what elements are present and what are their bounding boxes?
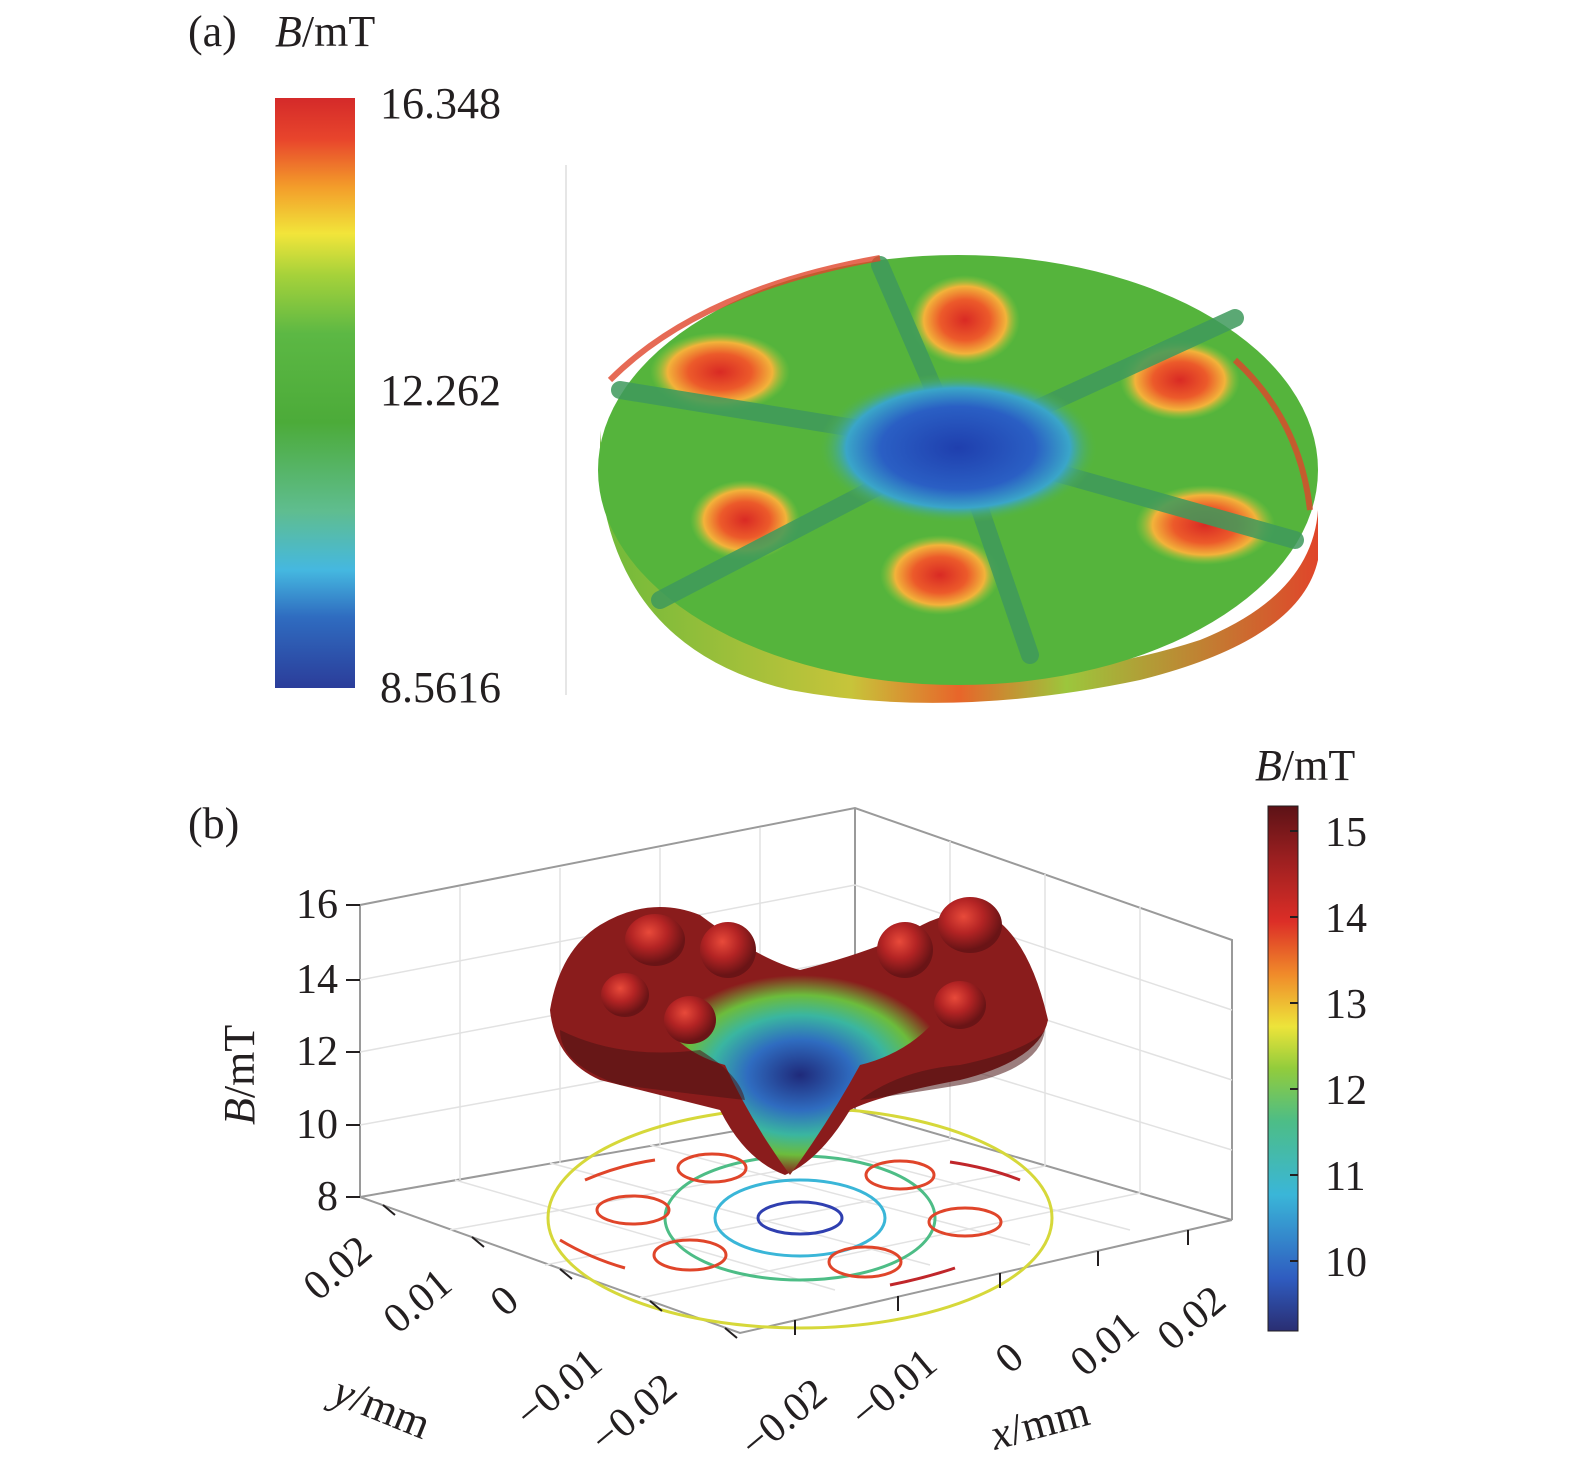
hot-spot <box>910 275 1020 365</box>
panel-a-colorbar-min: 8.5616 <box>380 663 501 712</box>
x-tick-label: −0.01 <box>842 1340 946 1438</box>
contour-line <box>889 1266 956 1287</box>
panel-a-colorbar-title: B/mT <box>275 7 375 56</box>
magnet-disk <box>598 255 1318 703</box>
contour-line <box>756 1200 844 1236</box>
panel-b-colorbar-ticks <box>1290 830 1298 1262</box>
z-axis: 16 14 12 10 8 B/mT <box>215 882 360 1220</box>
rim-highlight <box>1232 357 1313 511</box>
surface-peak <box>664 996 716 1044</box>
x-tick-label: 0.02 <box>1149 1277 1235 1359</box>
disk-center <box>818 373 1098 523</box>
panel-a-label: (a) <box>188 7 237 56</box>
rim-highlight <box>607 255 881 383</box>
contour-line <box>927 1206 1003 1238</box>
contour-line <box>864 1159 936 1191</box>
contour-line <box>584 1158 656 1182</box>
contour-line <box>595 1194 671 1226</box>
surface-peak <box>601 973 649 1017</box>
z-tick-label: 12 <box>296 1029 338 1075</box>
contour-line <box>827 1245 903 1279</box>
panel-a-colorbar-max: 16.348 <box>380 79 501 128</box>
surface-shadow <box>860 1030 1045 1100</box>
panel-b-colorbar-tick: 10 <box>1325 1240 1367 1286</box>
panel-b-colorbar-tick: 14 <box>1325 896 1367 942</box>
surface-peak <box>700 922 756 978</box>
panel-b-label: (b) <box>188 799 239 848</box>
panel-b-colorbar-tick: 15 <box>1325 810 1367 856</box>
z-tick-label: 16 <box>296 882 338 928</box>
hot-spot <box>880 535 1000 615</box>
z-tick-label: 10 <box>296 1102 338 1148</box>
panel-b-colorbar-tick: 12 <box>1325 1068 1367 1114</box>
y-tick-label: 0.02 <box>295 1227 381 1309</box>
x-tick-label: 0.01 <box>1062 1303 1148 1385</box>
contour-line <box>663 1154 937 1282</box>
surface-plot <box>550 897 1048 1175</box>
x-axis-title: x/mm <box>984 1386 1094 1460</box>
y-axis-title: y/mm <box>323 1364 438 1448</box>
z-axis-title: B/mT <box>215 1025 264 1125</box>
x-tick-label: 0 <box>987 1334 1033 1383</box>
z-tick-label: 14 <box>296 957 338 1003</box>
x-axis: −0.02 −0.01 0 0.01 0.02 x/mm <box>732 1230 1235 1468</box>
y-tick-label: 0 <box>482 1277 528 1326</box>
z-tick-label: 8 <box>317 1174 338 1220</box>
panel-b-colorbar-tick: 11 <box>1325 1154 1365 1200</box>
panel-b-colorbar-tick: 13 <box>1325 982 1367 1028</box>
contour-line <box>652 1238 728 1272</box>
surface-peak <box>625 914 685 966</box>
panel-b-colorbar-title: B/mT <box>1255 741 1355 790</box>
surface-peak <box>938 897 1002 953</box>
panel-a-colorbar <box>275 98 355 688</box>
contour-line <box>949 1160 1021 1182</box>
contour-line <box>713 1178 887 1258</box>
surface-well <box>650 975 950 1175</box>
surface-peak <box>934 981 986 1029</box>
surface-peak <box>877 922 933 978</box>
panel-a-colorbar-mid: 12.262 <box>380 366 501 415</box>
contour-line <box>676 1152 748 1184</box>
x-tick-label: −0.02 <box>732 1370 836 1468</box>
surface-shadow <box>560 1030 745 1100</box>
panel-b-colorbar <box>1267 805 1299 1332</box>
contour-line <box>559 1238 626 1270</box>
y-tick-label: 0.01 <box>375 1260 461 1342</box>
